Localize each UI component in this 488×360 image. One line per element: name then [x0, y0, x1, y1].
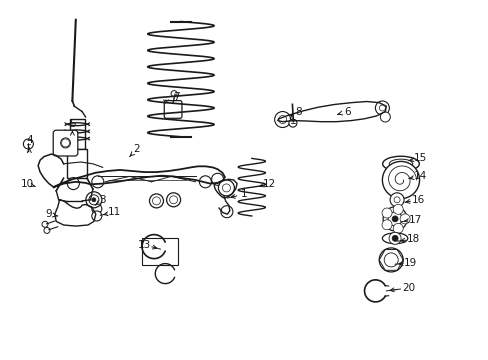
Circle shape — [218, 180, 234, 196]
Circle shape — [92, 211, 102, 221]
Bar — [142, 238, 178, 265]
Circle shape — [278, 116, 286, 123]
Text: 17: 17 — [408, 215, 422, 225]
Circle shape — [149, 194, 163, 208]
Circle shape — [392, 204, 403, 214]
Text: 5: 5 — [69, 119, 76, 129]
Circle shape — [44, 228, 50, 233]
Circle shape — [382, 161, 419, 199]
Text: 18: 18 — [406, 234, 419, 244]
Circle shape — [152, 197, 160, 205]
Ellipse shape — [61, 138, 70, 148]
Text: 3: 3 — [99, 195, 106, 205]
Circle shape — [375, 101, 388, 115]
Ellipse shape — [388, 159, 412, 168]
Text: 6: 6 — [343, 107, 350, 117]
Circle shape — [379, 105, 385, 111]
Circle shape — [166, 193, 180, 207]
Circle shape — [23, 139, 33, 149]
Circle shape — [169, 196, 177, 204]
Circle shape — [393, 197, 399, 203]
Circle shape — [221, 206, 232, 218]
Text: 12: 12 — [262, 179, 275, 189]
Text: 15: 15 — [413, 153, 427, 163]
Circle shape — [92, 176, 103, 188]
Circle shape — [222, 184, 230, 192]
Text: 19: 19 — [403, 258, 417, 268]
Circle shape — [388, 232, 400, 244]
FancyBboxPatch shape — [53, 130, 78, 156]
Text: 2: 2 — [133, 144, 140, 154]
Circle shape — [86, 192, 102, 208]
Circle shape — [378, 248, 403, 272]
Text: 14: 14 — [413, 171, 427, 181]
Circle shape — [391, 235, 397, 241]
Text: 11: 11 — [108, 207, 122, 217]
Circle shape — [399, 214, 409, 224]
Bar — [67, 149, 87, 178]
Circle shape — [42, 221, 48, 227]
Circle shape — [391, 216, 397, 222]
Ellipse shape — [382, 156, 418, 171]
Circle shape — [384, 253, 397, 267]
Circle shape — [382, 207, 407, 231]
Text: 4: 4 — [26, 135, 33, 145]
Circle shape — [288, 119, 296, 127]
Circle shape — [381, 220, 391, 230]
Circle shape — [387, 212, 401, 226]
Text: 10: 10 — [20, 179, 33, 189]
FancyBboxPatch shape — [164, 100, 182, 118]
Text: 16: 16 — [410, 195, 424, 205]
Ellipse shape — [382, 233, 407, 244]
Circle shape — [89, 195, 99, 205]
Circle shape — [67, 177, 79, 190]
Circle shape — [381, 208, 391, 218]
Text: 20: 20 — [401, 283, 414, 293]
Text: 7: 7 — [172, 92, 179, 102]
Text: 8: 8 — [294, 107, 301, 117]
Circle shape — [274, 112, 290, 127]
Text: 9: 9 — [45, 209, 52, 219]
Text: 1: 1 — [241, 189, 247, 199]
Circle shape — [61, 139, 69, 147]
Circle shape — [389, 193, 403, 207]
Circle shape — [211, 173, 223, 185]
Circle shape — [380, 112, 389, 122]
Bar — [70, 119, 84, 149]
Circle shape — [199, 176, 211, 188]
Circle shape — [92, 204, 102, 214]
Circle shape — [92, 198, 96, 202]
Circle shape — [392, 224, 403, 233]
Text: 13: 13 — [137, 240, 151, 250]
Circle shape — [171, 91, 177, 96]
